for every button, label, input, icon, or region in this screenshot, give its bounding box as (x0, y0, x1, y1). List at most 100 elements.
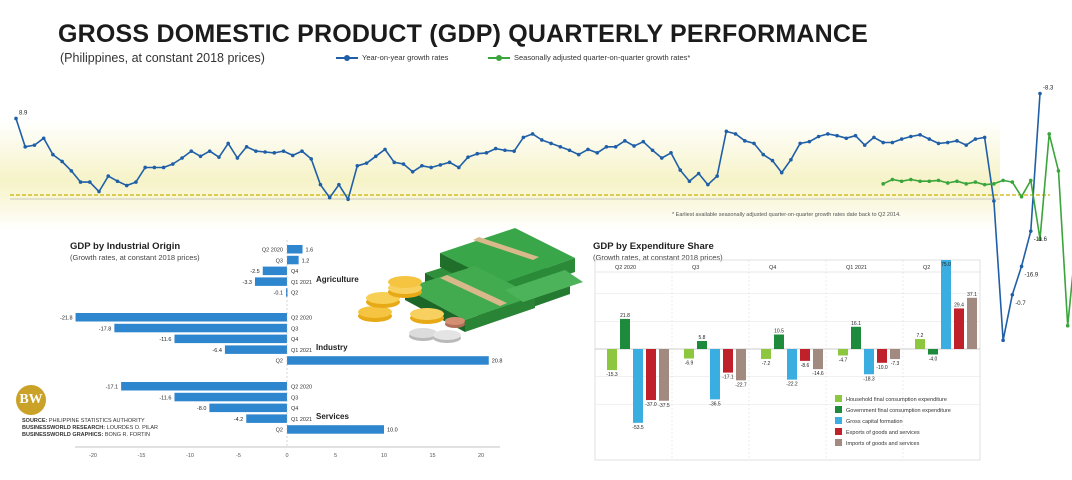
origin-value-label: 20.8 (492, 359, 503, 365)
expenditure-value-label: -6.9 (685, 361, 694, 367)
yoy-point (51, 152, 55, 157)
expenditure-legend-label: Government final consumption expenditure (846, 408, 951, 414)
yoy-point (272, 151, 277, 155)
yoy-point (254, 149, 258, 153)
yoy-point (235, 156, 240, 160)
yoy-point (152, 165, 157, 170)
yoy-point (706, 182, 710, 187)
yoy-point (992, 199, 996, 203)
expenditure-share-bar-chart: Q2 2020 Q3 Q4 Q1 2021 Q2-15.321.8-53.5-37.0-… (594, 259, 981, 461)
yoy-point (392, 160, 397, 165)
origin-value-label: 1.6 (306, 248, 314, 254)
yoy-point (890, 140, 895, 145)
expenditure-bar (787, 349, 797, 380)
origin-bar (287, 255, 299, 265)
origin-value-label: -4.2 (234, 417, 243, 423)
expenditure-bar (890, 349, 900, 360)
expenditure-value-label: -36.5 (709, 401, 721, 407)
yoy-point (401, 162, 406, 166)
yoy-point (687, 179, 692, 184)
expenditure-legend-label: Exports of goods and services (846, 430, 920, 436)
expenditure-subtitle: (Growth rates, at constant 2018 prices) (593, 253, 723, 262)
qoq-point (955, 179, 959, 184)
yoy-point (632, 144, 636, 148)
highlight-band (0, 120, 1000, 230)
expenditure-legend-swatch (835, 439, 842, 446)
yoy-point (134, 180, 138, 184)
expenditure-legend-label: Imports of goods and services (846, 441, 920, 447)
origin-quarter-label: Q3 (276, 258, 283, 264)
origin-x-tick: 10 (381, 453, 387, 459)
expenditure-bar (697, 340, 707, 349)
yoy-point (779, 170, 784, 175)
expenditure-quarter-label: Q1 2021 (846, 265, 867, 271)
yoy-point (909, 134, 913, 139)
expenditure-bar (710, 349, 720, 400)
yoy-point (715, 174, 719, 178)
yoy-point (789, 157, 793, 162)
yoy-point (696, 171, 701, 176)
credit-research: BUSINESSWORLD RESEARCH: LOURDES O. PILAR (22, 425, 159, 431)
origin-value-label: -17.1 (106, 385, 119, 391)
origin-x-tick: -20 (89, 453, 97, 459)
qoq-point (1028, 178, 1033, 183)
origin-bar (287, 356, 489, 365)
origin-bar (174, 392, 287, 402)
yoy-point (484, 151, 489, 155)
yoy-point (503, 148, 507, 153)
origin-quarter-label: Q2 2020 (291, 316, 312, 322)
origin-quarter-label: Q2 (276, 359, 283, 365)
yoy-point (180, 156, 184, 160)
yoy-point (835, 133, 839, 138)
yoy-point (604, 145, 609, 149)
origin-value-label: -8.0 (197, 406, 206, 412)
yoy-point (927, 137, 932, 141)
yoy-data-label: -0.7 (1015, 301, 1026, 307)
credit-source: SOURCE: PHILIPPINE STATISTICS AUTHORITY (22, 418, 145, 424)
origin-quarter-label: Q4 (291, 337, 298, 343)
qoq-point (973, 180, 978, 184)
yoy-point (32, 143, 37, 147)
origin-value-label: -3.3 (243, 280, 252, 286)
expenditure-value-label: -10.0 (876, 365, 888, 371)
qoq-point (1019, 194, 1024, 199)
origin-subtitle: (Growth rates, at constant 2018 prices) (70, 253, 200, 262)
yoy-point (586, 147, 590, 152)
legend-yoy: Year-on-year growth rates (336, 53, 448, 62)
yoy-point (724, 129, 729, 134)
origin-quarter-label: Q1 2021 (291, 280, 312, 286)
yoy-point (309, 157, 314, 161)
expenditure-bar (851, 326, 861, 349)
yoy-point (355, 163, 360, 168)
origin-title: GDP by Industrial Origin (70, 241, 181, 252)
yoy-point (742, 139, 747, 143)
yoy-point (918, 133, 922, 137)
expenditure-bar (659, 349, 669, 401)
yoy-point (244, 145, 249, 149)
expenditure-title: GDP by Expenditure Share (593, 241, 714, 252)
expenditure-bar (633, 349, 643, 423)
legend-yoy-swatch (336, 54, 358, 61)
expenditure-legend-swatch (835, 406, 842, 413)
qoq-point (918, 179, 922, 184)
yoy-point (807, 139, 812, 144)
yoy-point (659, 156, 664, 160)
page-subtitle: (Philippines, at constant 2018 prices) (60, 51, 265, 65)
expenditure-value-label: -22.7 (735, 382, 747, 388)
credit-graphics: BUSINESSWORLD GRAPHICS: BONG R. FORTIN (22, 432, 150, 438)
expenditure-value-label: 7.2 (917, 333, 924, 339)
expenditure-legend-label: Household final consumption expenditure (846, 397, 947, 403)
yoy-point (1001, 338, 1005, 343)
yoy-point (115, 179, 120, 184)
yoy-point (198, 154, 203, 159)
qoq-point (890, 177, 895, 182)
origin-x-tick: 5 (334, 453, 337, 459)
yoy-point (595, 151, 599, 155)
yoy-point (327, 195, 332, 200)
yoy-point (982, 135, 987, 140)
yoy-point (438, 163, 443, 167)
expenditure-value-label: 29.4 (954, 302, 964, 308)
yoy-line (15, 93, 1041, 342)
businessworld-logo: BW (16, 385, 46, 415)
